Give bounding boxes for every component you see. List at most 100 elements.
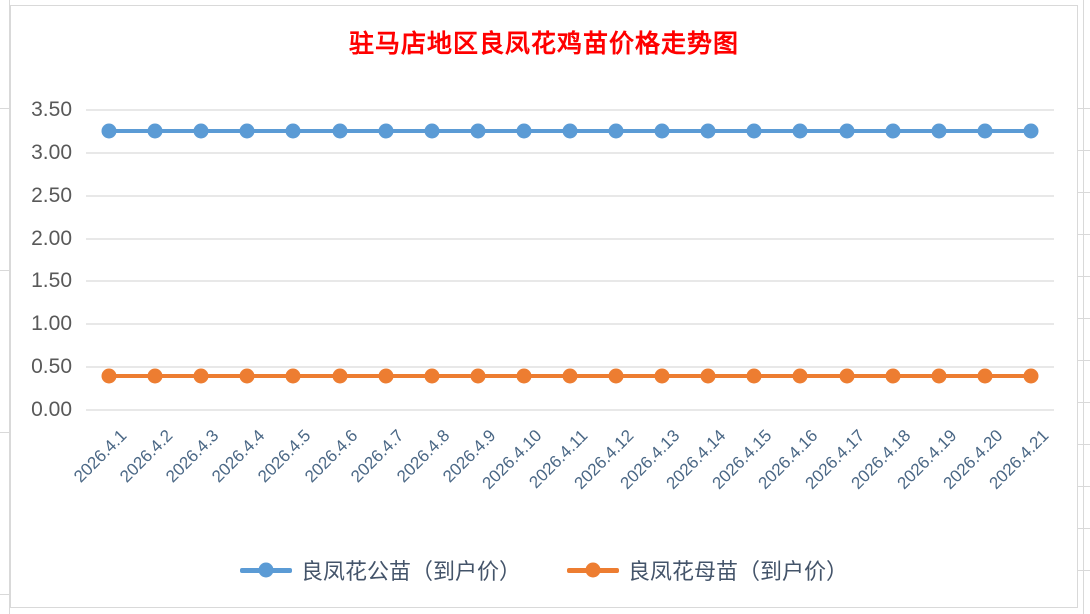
series-line-segment <box>109 129 156 134</box>
data-point-marker[interactable] <box>608 368 624 384</box>
data-point-marker[interactable] <box>239 123 255 139</box>
series-line-segment <box>892 373 939 378</box>
cell-gridline-horizontal <box>1078 402 1090 403</box>
data-point-marker[interactable] <box>885 123 901 139</box>
series-line-segment <box>201 373 248 378</box>
data-point-marker[interactable] <box>101 123 117 139</box>
data-point-marker[interactable] <box>977 368 993 384</box>
series-line-segment <box>800 129 847 134</box>
legend-item[interactable]: 良凤花公苗（到户价） <box>239 554 521 586</box>
cell-gridline-horizontal <box>0 270 10 271</box>
data-point-marker[interactable] <box>654 368 670 384</box>
data-point-marker[interactable] <box>332 368 348 384</box>
data-point-marker[interactable] <box>562 123 578 139</box>
cell-gridline-horizontal <box>1078 528 1090 529</box>
data-point-marker[interactable] <box>931 123 947 139</box>
data-point-marker[interactable] <box>378 123 394 139</box>
data-point-marker[interactable] <box>562 368 578 384</box>
y-axis-tick-label: 2.00 <box>31 226 72 250</box>
data-point-marker[interactable] <box>470 123 486 139</box>
y-gridline <box>86 366 1054 369</box>
series-line-segment <box>431 373 478 378</box>
series-line-segment <box>431 129 478 134</box>
data-point-marker[interactable] <box>285 368 301 384</box>
chart-legend[interactable]: 良凤花公苗（到户价） 良凤花母苗（到户价） <box>11 554 1077 586</box>
data-point-marker[interactable] <box>239 368 255 384</box>
data-point-marker[interactable] <box>1023 123 1039 139</box>
data-point-marker[interactable] <box>700 368 716 384</box>
data-point-marker[interactable] <box>792 368 808 384</box>
series-line-segment <box>477 129 524 134</box>
y-axis-tick-label: 3.50 <box>31 98 72 121</box>
data-point-marker[interactable] <box>378 368 394 384</box>
cell-gridline-horizontal <box>0 594 10 595</box>
data-point-marker[interactable] <box>839 368 855 384</box>
series-line-segment <box>708 373 755 378</box>
data-point-marker[interactable] <box>885 368 901 384</box>
cell-gridline-horizontal <box>0 108 10 109</box>
series-line-segment <box>477 373 524 378</box>
series-line-segment <box>892 129 939 134</box>
data-point-marker[interactable] <box>608 123 624 139</box>
cell-gridline-horizontal <box>1078 318 1090 319</box>
data-point-marker[interactable] <box>792 123 808 139</box>
series-line-segment <box>938 373 985 378</box>
data-point-marker[interactable] <box>516 368 532 384</box>
data-point-marker[interactable] <box>746 368 762 384</box>
series-line-segment <box>339 129 386 134</box>
series-line-segment <box>109 373 156 378</box>
chart-container[interactable]: 驻马店地区良凤花鸡苗价格走势图 3.50 3.00 2.50 2.00 1.50 1.00… <box>10 5 1078 608</box>
series-line-segment <box>570 373 617 378</box>
plot-area: 3.50 3.00 2.50 2.00 1.50 1.00 0.50 0.00 <box>31 98 1054 421</box>
series-line-segment <box>754 129 801 134</box>
series-line-segment <box>616 129 663 134</box>
cell-gridline-horizontal <box>1078 360 1090 361</box>
series-line-segment <box>938 129 985 134</box>
data-point-marker[interactable] <box>470 368 486 384</box>
data-point-marker[interactable] <box>839 123 855 139</box>
legend-item[interactable]: 良凤花母苗（到户价） <box>567 554 848 586</box>
series-line-segment <box>800 373 847 378</box>
data-point-marker[interactable] <box>977 123 993 139</box>
y-gridline <box>86 194 1054 197</box>
data-point-marker[interactable] <box>1023 368 1039 384</box>
cell-gridline-horizontal <box>1078 276 1090 277</box>
data-point-marker[interactable] <box>424 123 440 139</box>
series-line-segment <box>570 129 617 134</box>
cell-gridline-horizontal <box>1078 570 1090 571</box>
data-point-marker[interactable] <box>101 368 117 384</box>
data-point-marker[interactable] <box>147 123 163 139</box>
series-line-segment <box>385 373 432 378</box>
y-axis-tick-label: 1.50 <box>31 269 72 293</box>
data-point-marker[interactable] <box>700 123 716 139</box>
cell-gridline-vertical <box>1083 0 1084 614</box>
data-point-marker[interactable] <box>193 368 209 384</box>
data-point-marker[interactable] <box>654 123 670 139</box>
y-gridline <box>86 323 1054 326</box>
cell-gridline-vertical <box>9 0 10 614</box>
y-gridline <box>86 280 1054 283</box>
series-line-segment <box>616 373 663 378</box>
data-point-marker[interactable] <box>147 368 163 384</box>
data-point-marker[interactable] <box>285 123 301 139</box>
y-gridline <box>86 151 1054 154</box>
y-axis-tick-label: 0.00 <box>31 398 72 421</box>
series-line-segment <box>339 373 386 378</box>
data-point-marker[interactable] <box>746 123 762 139</box>
data-point-marker[interactable] <box>424 368 440 384</box>
cell-gridline-horizontal <box>1078 192 1090 193</box>
y-axis-tick-label: 1.00 <box>31 312 72 336</box>
y-gridline <box>86 109 1054 111</box>
y-axis-tick-label: 0.50 <box>31 355 72 379</box>
series-line-segment <box>247 129 294 134</box>
series-line-segment <box>247 373 294 378</box>
data-point-marker[interactable] <box>193 123 209 139</box>
data-point-marker[interactable] <box>332 123 348 139</box>
series-line-segment <box>984 129 1031 134</box>
series-line-segment <box>155 373 202 378</box>
series-line-segment <box>708 129 755 134</box>
legend-color-key <box>239 567 292 573</box>
data-point-marker[interactable] <box>516 123 532 139</box>
data-point-marker[interactable] <box>931 368 947 384</box>
y-gridline <box>86 409 1054 411</box>
